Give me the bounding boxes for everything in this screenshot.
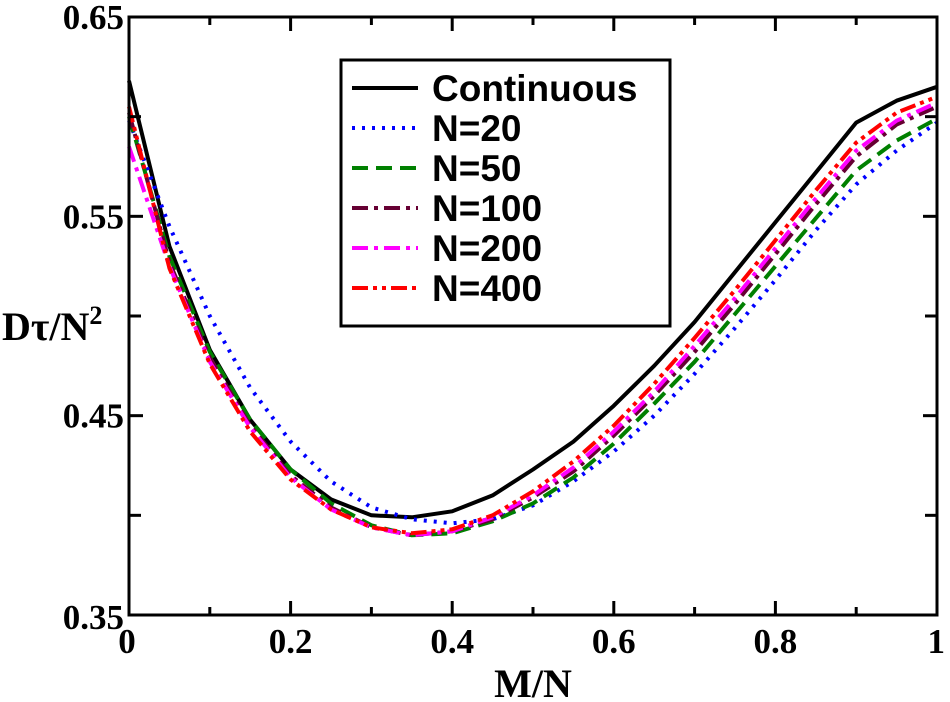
- y-axis-title-sup: 2: [89, 301, 102, 330]
- ticks-layer: [127, 15, 939, 617]
- legend-label-1: N=20: [432, 108, 521, 149]
- labels-layer: 0 0.2 0.4 0.6 0.8 1 0.35 0.45 0.55 0.65: [63, 0, 945, 661]
- series-line-4: [127, 100, 938, 538]
- series-line-5: [127, 94, 938, 536]
- y-tick-label-1: 0.45: [63, 397, 124, 436]
- x-tick-label-3: 0.6: [592, 622, 636, 661]
- x-tick-label-0: 0: [118, 622, 136, 661]
- x-tick-label-2: 0.4: [430, 622, 474, 661]
- legend-label-5: N=400: [432, 268, 542, 309]
- legend-label-2: N=50: [432, 148, 521, 189]
- y-tick-label-0: 0.35: [63, 598, 124, 637]
- legend-label-4: N=200: [432, 228, 542, 269]
- y-tick-label-2: 0.55: [63, 197, 124, 236]
- legend-box: [339, 58, 672, 328]
- x-axis-title: M/N: [494, 661, 572, 702]
- legend-label-3: N=100: [432, 188, 542, 229]
- x-tick-label-5: 1: [928, 622, 946, 661]
- series-layer: [127, 80, 939, 538]
- y-axis-title-main: Dτ/N: [2, 304, 89, 349]
- series-line-2: [127, 116, 938, 538]
- legend-label-0: Continuous: [432, 68, 638, 109]
- y-axis-title: Dτ/N2: [2, 301, 102, 349]
- x-tick-label-4: 0.8: [754, 622, 798, 661]
- x-tick-label-1: 0.2: [269, 622, 313, 661]
- y-tick-label-3: 0.65: [63, 0, 124, 37]
